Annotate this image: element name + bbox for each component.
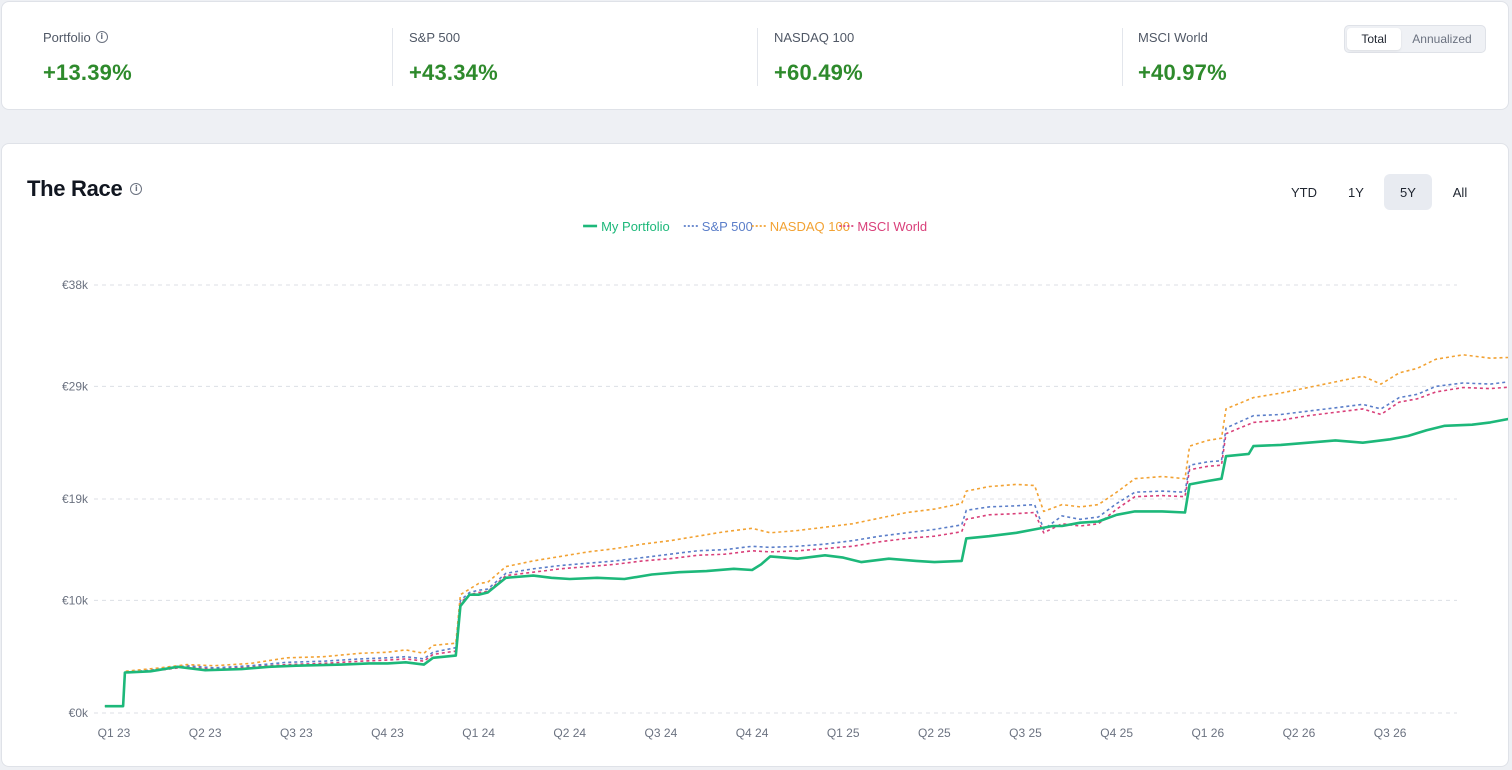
x-tick-label: Q4 23 (371, 726, 404, 740)
range-tab-1y[interactable]: 1Y (1348, 184, 1364, 200)
x-tick-label: Q1 26 (1191, 726, 1224, 740)
legend-label: NASDAQ 100 (770, 219, 850, 234)
metric-portfolio: Portfolio i +13.39% (43, 28, 132, 88)
x-tick-label: Q4 25 (1100, 726, 1133, 740)
y-tick-label: €19k (62, 492, 89, 506)
x-tick-label: Q2 25 (918, 726, 951, 740)
metric-label: Portfolio (43, 29, 91, 45)
chart-grid (94, 284, 1457, 714)
x-tick-label: Q3 24 (645, 726, 678, 740)
metric-value: +40.97% (1138, 60, 1227, 85)
range-tab-all[interactable]: All (1452, 184, 1468, 200)
legend-label: MSCI World (857, 219, 927, 234)
race-header: The Race i (27, 176, 143, 202)
metric-sp500: S&P 500 +43.34% (409, 28, 498, 88)
series-line-portfolio (104, 417, 1508, 708)
y-tick-label: €38k (62, 278, 89, 292)
x-tick-label: Q4 24 (736, 726, 769, 740)
series-line-sp500 (104, 381, 1508, 707)
performance-summary-card: Portfolio i +13.39% S&P 500 +43.34% NASD… (1, 1, 1509, 110)
metric-value: +43.34% (409, 60, 498, 85)
total-annualized-toggle: Total Annualized (1344, 25, 1486, 53)
race-line-chart: My Portfolio S&P 500 NASDAQ 100 MSCI World … (62, 219, 1508, 740)
x-tick-label: Q2 23 (189, 726, 222, 740)
race-chart-card: The Race i YTD 1Y 5Y All My Portfolio S&P… (1, 143, 1509, 767)
x-axis: Q1 23 Q2 23 Q3 23 Q4 23 Q1 24 Q2 24 Q3 24 Q4 24… (98, 726, 1407, 740)
x-tick-label: Q1 25 (827, 726, 860, 740)
x-tick-label: Q2 24 (553, 726, 586, 740)
y-tick-label: €10k (62, 593, 89, 607)
x-tick-label: Q3 23 (280, 726, 313, 740)
y-tick-label: €29k (62, 379, 89, 393)
chart-legend: My Portfolio S&P 500 NASDAQ 100 MSCI World (583, 219, 927, 234)
range-tab-ytd[interactable]: YTD (1291, 184, 1317, 200)
x-tick-label: Q1 24 (462, 726, 495, 740)
metric-label: NASDAQ 100 (774, 29, 855, 45)
metric-msci-world: MSCI World +40.97% (1138, 28, 1227, 88)
range-tab-5y[interactable]: 5Y (1384, 174, 1432, 210)
divider (392, 28, 393, 86)
x-tick-label: Q1 23 (98, 726, 131, 740)
metric-label: MSCI World (1138, 29, 1208, 45)
x-tick-label: Q3 25 (1009, 726, 1042, 740)
series-line-nasdaq (104, 354, 1508, 707)
metric-label: S&P 500 (409, 29, 461, 45)
range-tabs: YTD 1Y 5Y All (1280, 174, 1484, 210)
y-tick-label: €0k (69, 706, 89, 720)
toggle-total[interactable]: Total (1347, 28, 1401, 50)
y-axis: €0k €10k €19k €29k €38k (62, 278, 89, 720)
metric-nasdaq100: NASDAQ 100 +60.49% (774, 28, 863, 88)
legend-label: S&P 500 (702, 219, 753, 234)
series-line-msci (104, 386, 1508, 707)
chart-series (104, 354, 1508, 708)
info-icon[interactable]: i (95, 31, 108, 43)
divider (1122, 28, 1123, 86)
info-icon[interactable]: i (130, 183, 143, 195)
x-tick-label: Q3 26 (1374, 726, 1407, 740)
chart-title: The Race (27, 176, 123, 201)
metric-value: +13.39% (43, 60, 132, 85)
legend-label: My Portfolio (601, 219, 670, 234)
metric-value: +60.49% (774, 60, 863, 85)
toggle-annualized[interactable]: Annualized (1412, 32, 1472, 46)
divider (757, 28, 758, 86)
x-tick-label: Q2 26 (1283, 726, 1316, 740)
